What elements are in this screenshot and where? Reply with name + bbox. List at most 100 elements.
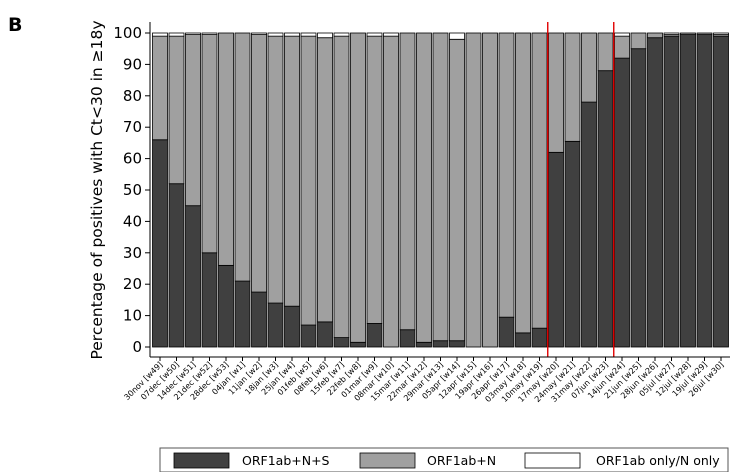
bar-segment — [614, 32, 630, 37]
y-tick-label: 20 — [123, 275, 142, 293]
bar-segment — [432, 340, 449, 348]
bar-segment — [498, 316, 515, 348]
bar-segment — [581, 32, 597, 103]
bar-segment — [317, 32, 333, 39]
bar-segment — [284, 32, 300, 37]
bar-segment — [152, 139, 168, 348]
y-tick-label: 50 — [123, 181, 142, 199]
y-tick-label: 90 — [123, 55, 142, 73]
legend-label: ORF1ab+N — [427, 453, 496, 468]
bar-segment — [399, 329, 416, 348]
bar-segment — [614, 35, 630, 59]
bar-segment — [218, 264, 234, 348]
bar-segment — [251, 291, 267, 348]
bar-segment — [383, 35, 399, 348]
legend-swatch — [359, 452, 416, 469]
legend-box — [159, 447, 729, 472]
bar-segment — [498, 32, 515, 318]
bar-segment — [300, 32, 317, 37]
bar-segment — [663, 32, 680, 35]
y-tick-label: 0 — [132, 338, 142, 356]
y-tick-label: 60 — [123, 150, 142, 168]
bar-segment — [350, 341, 366, 348]
bar-segment — [647, 32, 663, 39]
bar-segment — [168, 35, 185, 185]
bar-segment — [201, 252, 218, 348]
bar-segment — [366, 32, 383, 37]
bar-segment — [713, 35, 729, 348]
bar-segment — [680, 32, 696, 35]
bar-segment — [432, 32, 449, 342]
bar-segment — [465, 32, 482, 348]
panel-label: B — [8, 14, 22, 36]
bar-segment — [383, 32, 399, 37]
bar-segment — [416, 32, 432, 343]
bar-segment — [218, 32, 234, 266]
bar-segment — [713, 32, 729, 35]
y-tick-label: 40 — [123, 212, 142, 230]
legend-swatch — [173, 452, 230, 469]
y-tick-label: 70 — [123, 118, 142, 136]
bar-segment — [333, 35, 350, 338]
bar-segment — [185, 34, 201, 207]
bar-segment — [531, 327, 548, 348]
bar-segment — [267, 35, 284, 304]
bar-segment — [399, 32, 416, 331]
bar-segment — [317, 321, 333, 348]
bar-segment — [696, 32, 713, 35]
bar-segment — [696, 34, 713, 348]
legend: ORF1ab+N+S ORF1ab+N ORF1ab only/N only — [159, 447, 729, 472]
bar-segment — [185, 32, 201, 35]
y-tick-label: 30 — [123, 244, 142, 262]
bar-segment — [251, 32, 267, 35]
bar-segment — [333, 32, 350, 37]
bar-segment — [152, 32, 168, 37]
bar-segment — [201, 32, 218, 35]
bar-segment — [251, 34, 267, 293]
bar-segment — [647, 37, 663, 348]
bar-segment — [201, 34, 218, 254]
bar-segment — [300, 35, 317, 326]
bar-segment — [267, 32, 284, 37]
bar-segment — [267, 302, 284, 348]
bar-segment — [284, 35, 300, 307]
legend-label: ORF1ab+N+S — [242, 453, 330, 468]
bar-segment — [416, 341, 432, 348]
bar-segment — [185, 205, 201, 348]
bar-segment — [680, 34, 696, 348]
bar-segment — [449, 340, 465, 348]
bar-segment — [663, 35, 680, 348]
y-tick-label: 10 — [123, 307, 142, 325]
bar-segment — [284, 305, 300, 348]
legend-swatch — [524, 452, 581, 469]
bar-segment — [168, 183, 185, 348]
bar-segment — [234, 32, 251, 282]
legend-label: ORF1ab only/N only — [596, 453, 720, 468]
bar-segment — [564, 32, 581, 142]
bar-segment — [333, 337, 350, 348]
bar-segment — [564, 140, 581, 348]
bar-segment — [515, 32, 531, 334]
bar-segment — [449, 32, 465, 40]
bar-segment — [366, 35, 383, 324]
bar-segment — [152, 35, 168, 141]
bar-segment — [168, 32, 185, 37]
y-tick-label: 100 — [113, 24, 142, 42]
bar-segment — [548, 32, 564, 153]
bar-segment — [317, 37, 333, 323]
bar-segment — [531, 32, 548, 329]
bar-segment — [614, 57, 630, 348]
bar-segment — [548, 151, 564, 348]
bar-segment — [630, 48, 647, 348]
bar-segment — [597, 70, 614, 348]
y-tick-label: 80 — [123, 87, 142, 105]
bar-segment — [350, 32, 366, 343]
bar-segment — [234, 280, 251, 348]
bar-segment — [300, 324, 317, 348]
bar-segment — [515, 332, 531, 348]
bar-segment — [366, 323, 383, 348]
bar-segment — [630, 32, 647, 50]
bar-segment — [449, 38, 465, 342]
